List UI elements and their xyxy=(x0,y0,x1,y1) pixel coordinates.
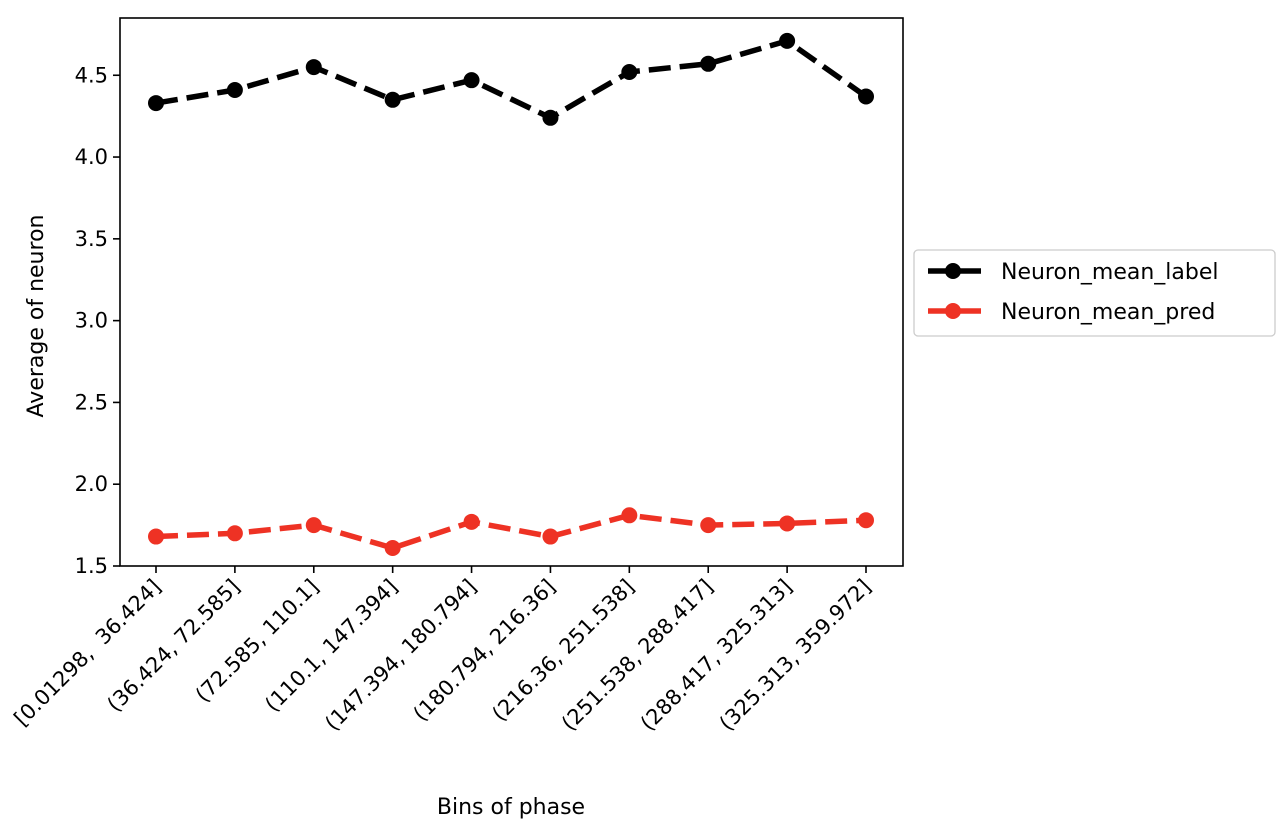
series-line xyxy=(155,512,867,551)
legend-label: Neuron_mean_pred xyxy=(1001,300,1215,325)
x-axis: [0.01298, 36.424](36.424, 72.585](72.585… xyxy=(9,566,876,736)
data-point xyxy=(148,528,164,545)
data-point xyxy=(463,72,480,89)
x-axis-label: Bins of phase xyxy=(437,795,585,820)
series-Neuron_mean_pred xyxy=(148,507,874,557)
data-point xyxy=(700,517,717,534)
x-tick-label: [0.01298, 36.424] xyxy=(9,575,165,731)
x-tick-label: (216.36, 251.538] xyxy=(488,575,639,726)
y-tick-label: 3.0 xyxy=(75,309,108,333)
legend-label: Neuron_mean_label xyxy=(1001,260,1219,285)
plot-area xyxy=(119,17,904,567)
y-axis-label: Average of neuron xyxy=(24,215,49,418)
data-point xyxy=(700,55,717,72)
x-tick-label: (251.538, 288.417] xyxy=(557,575,718,736)
y-tick-label: 4.5 xyxy=(75,63,108,87)
x-tick-label: (110.1, 147.394] xyxy=(260,575,402,717)
legend: Neuron_mean_label Neuron_mean_pred xyxy=(913,249,1276,337)
x-tick-label: (147.394, 180.794] xyxy=(320,575,481,736)
data-point xyxy=(621,507,638,524)
legend-marker xyxy=(945,303,961,319)
series-line xyxy=(155,38,868,121)
data-point xyxy=(305,517,322,534)
data-point xyxy=(858,88,874,105)
x-tick-label: (36.424, 72.585] xyxy=(103,575,245,717)
x-tick-label: (180.794, 216.36] xyxy=(409,575,560,726)
data-point xyxy=(858,512,874,529)
x-tick-label: (288.417, 325.313] xyxy=(636,575,797,736)
data-point xyxy=(384,540,401,557)
series-layer xyxy=(148,32,874,557)
data-point xyxy=(542,109,559,126)
y-tick-label: 2.0 xyxy=(75,472,108,496)
data-point xyxy=(226,525,243,542)
y-tick-label: 1.5 xyxy=(75,554,108,578)
data-point xyxy=(542,528,559,545)
y-tick-label: 3.5 xyxy=(75,227,108,251)
data-point xyxy=(148,95,164,112)
data-point xyxy=(779,515,796,532)
y-tick-label: 4.0 xyxy=(75,145,108,169)
data-point xyxy=(463,513,480,530)
plot-frame xyxy=(119,17,904,567)
series-Neuron_mean_label xyxy=(148,32,874,126)
y-axis: 1.5 2.0 2.5 3.0 3.5 4.0 4.5 xyxy=(75,63,120,578)
data-point xyxy=(621,63,638,80)
data-point xyxy=(779,32,796,49)
legend-box xyxy=(913,249,1276,337)
legend-marker xyxy=(945,263,961,279)
data-point xyxy=(226,81,243,98)
data-point xyxy=(384,91,401,108)
data-point xyxy=(305,59,322,76)
x-tick-label: (325.313, 359.972] xyxy=(715,575,876,736)
y-tick-label: 2.5 xyxy=(75,390,108,414)
